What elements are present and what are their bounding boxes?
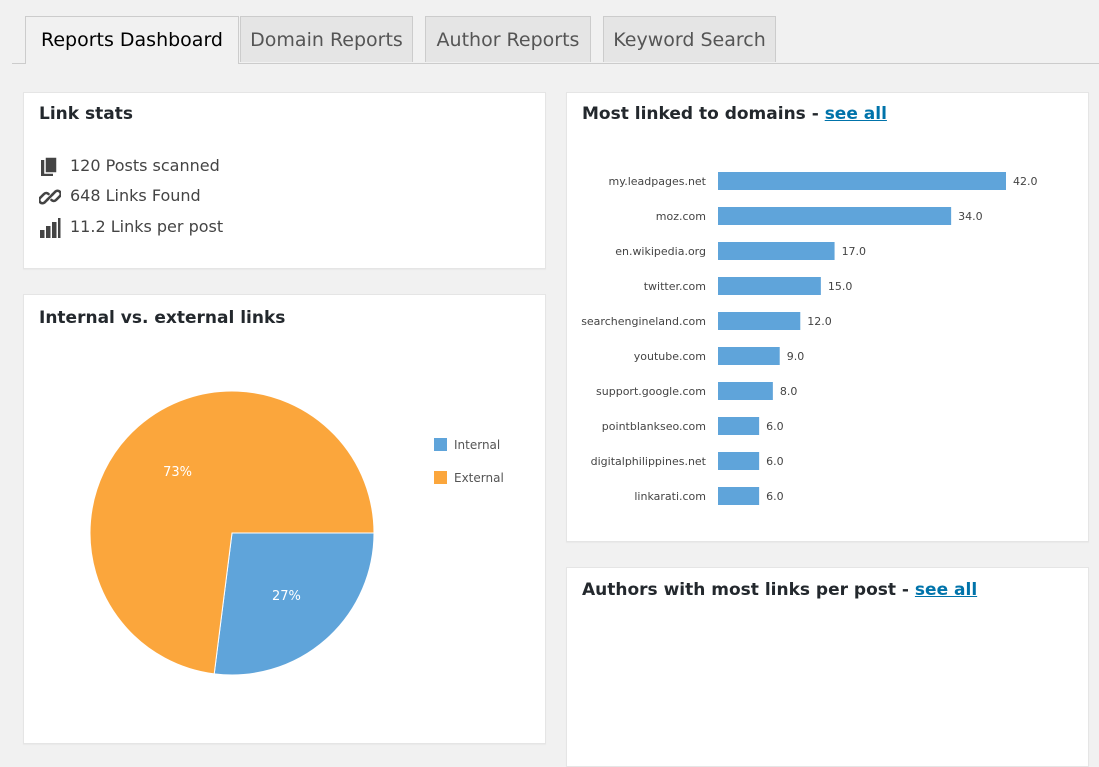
internal-external-panel: Internal vs. external links 27% 73% Intern… [23, 294, 546, 744]
bar-category-label: youtube.com [634, 350, 706, 363]
bar-en.wikipedia.org [718, 242, 835, 260]
bar-value-label: 42.0 [1013, 175, 1038, 188]
bar-value-label: 6.0 [766, 420, 784, 433]
bar-category-label: twitter.com [644, 280, 706, 293]
bar-twitter.com [718, 277, 821, 295]
domains-see-all-link[interactable]: see all [824, 104, 887, 124]
bar-chart-icon [40, 218, 61, 238]
authors-see-all-link[interactable]: see all [914, 580, 978, 600]
bar-category-label: my.leadpages.net [609, 175, 707, 188]
bar-moz.com [718, 207, 952, 225]
tab-reports-dashboard[interactable]: Reports Dashboard [25, 16, 239, 64]
internal-external-title: Internal vs. external links [39, 308, 286, 328]
bar-category-label: linkarati.com [634, 490, 706, 503]
link-icon [39, 189, 61, 205]
pie-label-external: 73% [163, 465, 192, 480]
bar-support.google.com [718, 382, 773, 400]
tab-author-reports[interactable]: Author Reports [425, 16, 591, 62]
bar-category-label: moz.com [656, 210, 706, 223]
documents-icon [41, 156, 58, 176]
pie-label-internal: 27% [272, 589, 301, 604]
bar-value-label: 34.0 [958, 210, 983, 223]
bar-value-label: 17.0 [842, 245, 867, 258]
legend-swatch-internal [434, 438, 447, 451]
tab-keyword-search[interactable]: Keyword Search [603, 16, 776, 62]
bar-value-label: 9.0 [787, 350, 805, 363]
link-stats-title: Link stats [39, 104, 133, 124]
bar-category-label: pointblankseo.com [602, 420, 706, 433]
bar-pointblankseo.com [718, 417, 760, 435]
authors-title: Authors with most links per post - see a… [582, 580, 977, 600]
bar-value-label: 12.0 [807, 315, 832, 328]
stat-links-text: 648 Links Found [70, 186, 201, 205]
legend-swatch-external [434, 471, 447, 484]
bar-value-label: 15.0 [828, 280, 853, 293]
bar-value-label: 6.0 [766, 455, 784, 468]
bar-category-label: support.google.com [596, 385, 706, 398]
bar-linkarati.com [718, 487, 760, 505]
pie-slice-internal [213, 532, 375, 676]
tab-domain-reports[interactable]: Domain Reports [240, 16, 413, 62]
report-tabs: Reports Dashboard Domain Reports Author … [12, 0, 1099, 64]
domains-title: Most linked to domains - see all [582, 104, 887, 124]
domains-panel: Most linked to domains - see all my.lead… [566, 92, 1089, 542]
internal-external-pie-chart: 27% 73% Internal External [89, 390, 504, 676]
bar-category-label: searchengineland.com [581, 315, 706, 328]
pie-slice-external [89, 390, 375, 675]
bar-value-label: 6.0 [766, 490, 784, 503]
domains-bar-chart: my.leadpages.net 42.0 moz.com 34.0 en.wikipe… [581, 172, 1038, 505]
bar-value-label: 8.0 [780, 385, 798, 398]
bar-my.leadpages.net [718, 172, 1006, 190]
authors-title-text: Authors with most links per post - [582, 580, 915, 600]
stat-posts-text: 120 Posts scanned [70, 156, 220, 175]
bar-category-label: digitalphilippines.net [591, 455, 707, 468]
stat-per-post-text: 11.2 Links per post [70, 217, 224, 236]
bar-digitalphilippines.net [718, 452, 760, 470]
legend-label-external: External [454, 471, 504, 485]
legend-label-internal: Internal [454, 438, 500, 452]
authors-panel: Authors with most links per post - see a… [566, 567, 1089, 767]
bar-youtube.com [718, 347, 780, 365]
domains-title-text: Most linked to domains - [582, 104, 825, 124]
bar-searchengineland.com [718, 312, 801, 330]
link-stats-panel: Link stats 120 Posts scanned 648 Links F… [23, 92, 546, 269]
bar-category-label: en.wikipedia.org [615, 245, 706, 258]
